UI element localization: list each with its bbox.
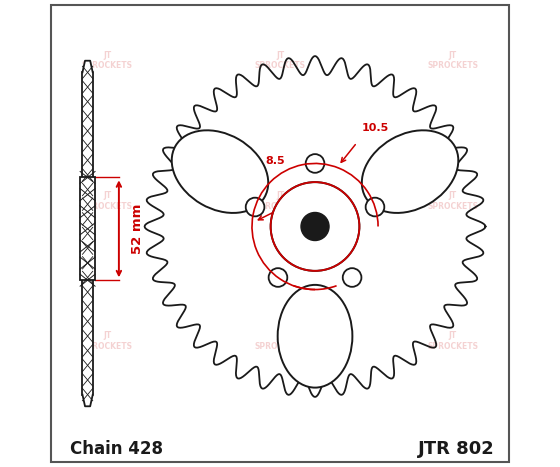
Text: JT
SPROCKETS: JT SPROCKETS [82,51,133,71]
Text: JT
SPROCKETS: JT SPROCKETS [82,191,133,211]
Bar [80,177,95,280]
Text: JT
SPROCKETS: JT SPROCKETS [254,51,306,71]
Text: 68 mm: 68 mm [295,213,345,226]
Text: 52 mm: 52 mm [130,204,143,254]
Circle shape [270,182,360,271]
Circle shape [246,198,264,216]
Text: Chain 428: Chain 428 [70,440,163,458]
Text: JT
SPROCKETS: JT SPROCKETS [427,51,478,71]
Ellipse shape [278,285,352,388]
Text: JT
SPROCKETS: JT SPROCKETS [427,331,478,351]
Text: JT
SPROCKETS: JT SPROCKETS [427,191,478,211]
Ellipse shape [362,130,458,213]
Circle shape [269,268,287,287]
Circle shape [343,268,361,287]
Ellipse shape [172,130,268,213]
Text: JT
SPROCKETS: JT SPROCKETS [254,191,306,211]
Polygon shape [144,56,486,397]
Text: 8.5: 8.5 [265,156,285,166]
Text: JT
SPROCKETS: JT SPROCKETS [82,331,133,351]
Circle shape [301,212,329,241]
Circle shape [366,198,384,216]
Text: JT
SPROCKETS: JT SPROCKETS [254,331,306,351]
Polygon shape [82,61,93,72]
Circle shape [306,154,324,173]
Bar [82,72,93,395]
Text: 10.5: 10.5 [362,123,389,134]
Polygon shape [82,395,93,406]
Text: JTR 802: JTR 802 [418,440,495,458]
